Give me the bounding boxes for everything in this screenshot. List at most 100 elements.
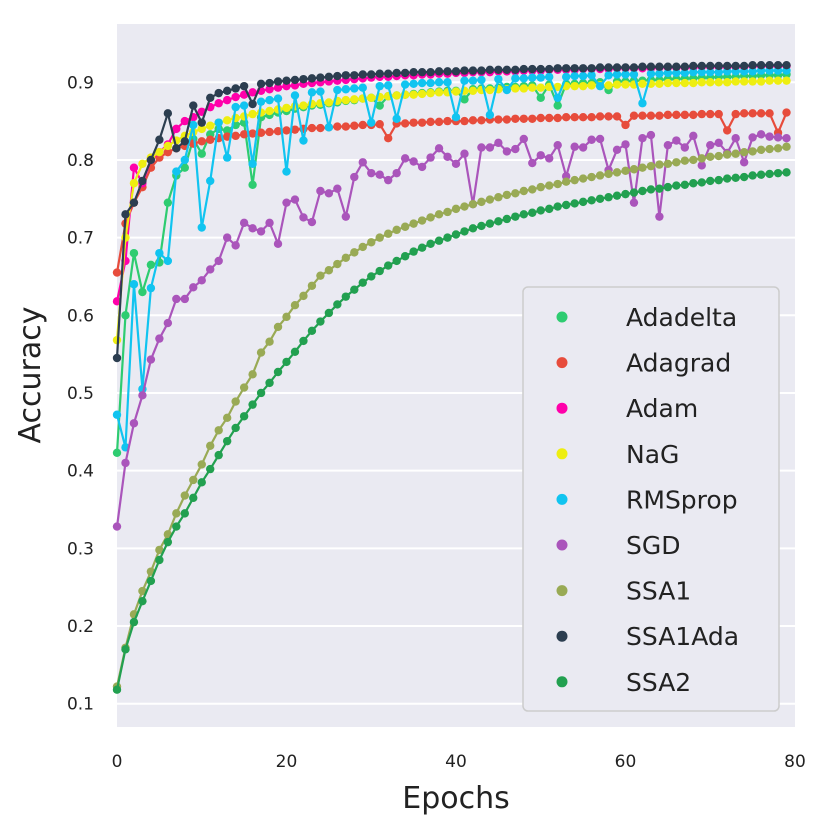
data-point-ssa1 xyxy=(731,149,740,158)
data-point-ssa1ada xyxy=(494,65,503,75)
data-point-sgd xyxy=(646,130,656,140)
data-point-ssa1ada xyxy=(265,78,274,88)
data-point-rmsprop xyxy=(256,97,266,106)
data-point-sgd xyxy=(519,134,528,144)
data-point-ssa1 xyxy=(324,266,334,275)
data-point-ssa1ada xyxy=(214,88,223,98)
data-point-ssa2 xyxy=(248,400,257,409)
data-point-ssa2 xyxy=(256,388,266,398)
data-point-ssa1ada xyxy=(739,61,749,71)
data-point-adagrad xyxy=(595,112,605,121)
data-point-ssa1ada xyxy=(290,75,300,85)
data-point-adagrad xyxy=(782,108,791,117)
data-point-ssa1ada xyxy=(384,69,393,78)
data-point-ssa1 xyxy=(231,397,240,406)
data-point-ssa1ada xyxy=(706,61,715,71)
data-point-ssa1ada xyxy=(680,62,690,71)
data-point-sgd xyxy=(570,142,579,151)
series-ssa1ada xyxy=(112,60,791,363)
data-point-sgd xyxy=(494,138,503,148)
data-point-ssa1ada xyxy=(629,63,639,72)
data-point-adagrad xyxy=(273,126,283,136)
data-point-ssa1 xyxy=(451,204,461,214)
data-point-ssa1ada xyxy=(451,67,461,76)
data-point-nag xyxy=(121,233,130,242)
data-point-ssa2 xyxy=(290,347,300,357)
data-point-adagrad xyxy=(536,113,545,123)
data-point-adam xyxy=(265,85,274,94)
data-point-nag xyxy=(748,77,757,86)
data-point-sgd xyxy=(485,143,495,152)
legend-label-ssa1: SSA1 xyxy=(626,577,691,606)
data-point-rmsprop xyxy=(655,69,664,78)
x-tick-label: 20 xyxy=(276,752,298,772)
data-point-ssa1 xyxy=(638,163,647,172)
data-point-nag xyxy=(341,95,351,105)
data-point-ssa1 xyxy=(206,441,215,450)
data-point-ssa2 xyxy=(214,450,223,460)
data-point-sgd xyxy=(587,135,596,144)
data-point-adagrad xyxy=(723,126,732,135)
data-point-ssa1 xyxy=(765,144,774,154)
data-point-rmsprop xyxy=(231,102,240,112)
data-point-adagrad xyxy=(477,116,486,125)
data-point-sgd xyxy=(697,161,706,170)
data-point-ssa1 xyxy=(663,159,673,169)
y-axis-label: Accuracy xyxy=(13,307,48,444)
x-tick-label: 0 xyxy=(112,752,123,772)
data-point-rmsprop xyxy=(248,159,257,169)
data-point-rmsprop xyxy=(214,118,223,127)
data-point-nag xyxy=(621,80,630,89)
data-point-rmsprop xyxy=(519,74,528,83)
data-point-nag xyxy=(129,179,139,188)
data-point-nag xyxy=(163,141,173,151)
data-point-ssa1 xyxy=(307,281,317,290)
data-point-nag xyxy=(756,77,766,86)
data-point-rmsprop xyxy=(434,78,444,87)
data-point-ssa2 xyxy=(672,181,681,190)
data-point-sgd xyxy=(350,172,359,182)
data-point-ssa1 xyxy=(189,475,198,485)
data-point-rmsprop xyxy=(502,85,512,95)
y-tick-label: 0.9 xyxy=(67,73,94,93)
data-point-ssa2 xyxy=(333,300,342,309)
data-point-adagrad xyxy=(417,118,427,127)
data-point-rmsprop xyxy=(273,94,283,103)
data-point-nag xyxy=(282,103,291,113)
data-point-adagrad xyxy=(739,109,749,118)
data-point-rmsprop xyxy=(638,99,647,108)
data-point-ssa1 xyxy=(426,213,435,222)
data-point-nag xyxy=(553,82,562,92)
data-point-sgd xyxy=(222,233,232,242)
y-tick-label: 0.4 xyxy=(67,462,94,482)
data-point-nag xyxy=(511,84,520,93)
data-point-sgd xyxy=(239,218,249,228)
data-point-ssa2 xyxy=(417,243,427,252)
data-point-nag xyxy=(638,79,647,89)
data-point-nag xyxy=(434,88,444,97)
data-point-adam xyxy=(214,99,223,108)
data-point-nag xyxy=(612,80,622,89)
data-point-adagrad xyxy=(400,119,410,128)
data-point-ssa1 xyxy=(155,545,164,555)
data-point-sgd xyxy=(782,133,791,143)
data-point-nag xyxy=(587,81,596,90)
data-point-adagrad xyxy=(494,115,503,124)
data-point-ssa2 xyxy=(299,336,308,346)
data-point-rmsprop xyxy=(646,69,656,78)
data-point-ssa1 xyxy=(333,259,342,269)
data-point-ssa1 xyxy=(180,491,189,500)
data-point-adagrad xyxy=(545,113,554,123)
data-point-sgd xyxy=(629,198,639,207)
data-point-nag xyxy=(731,77,740,86)
legend-label-rmsprop: RMSprop xyxy=(626,485,738,514)
data-point-adagrad xyxy=(570,113,579,122)
data-point-ssa1ada xyxy=(358,70,367,79)
data-point-ssa2 xyxy=(536,206,545,215)
data-point-sgd xyxy=(214,256,223,266)
data-point-ssa1 xyxy=(367,238,376,247)
data-point-sgd xyxy=(638,133,647,143)
data-point-adadelta xyxy=(180,163,189,172)
data-point-sgd xyxy=(621,140,630,149)
